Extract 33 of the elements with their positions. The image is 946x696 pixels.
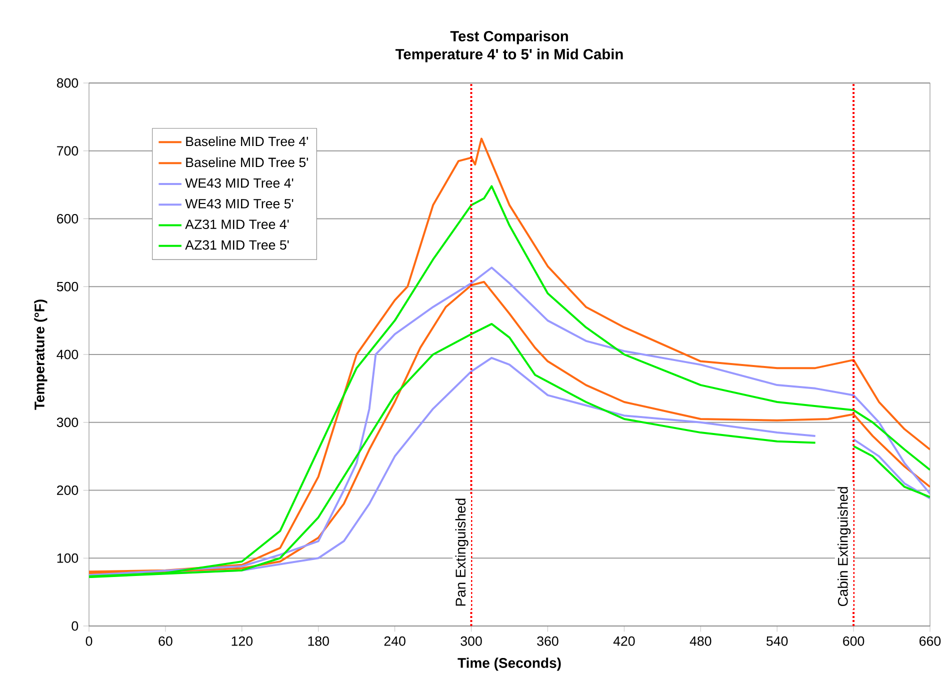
y-tick-label: 600: [57, 214, 78, 224]
x-tick-label: 480: [690, 636, 712, 646]
y-tick-label: 800: [56, 78, 78, 88]
x-tick-label: 660: [920, 636, 941, 646]
legend-label: WE43 MID Tree 5': [185, 198, 294, 208]
legend-label: Baseline MID Tree 5': [186, 157, 308, 168]
y-tick-label: 0: [72, 621, 78, 631]
legend-label: AZ31 MID Tree 5': [185, 240, 289, 250]
x-axis-title: Time (Seconds): [458, 658, 561, 671]
legend-label: AZ31 MID Tree 4': [185, 220, 289, 230]
x-tick-label: 300: [460, 636, 482, 646]
legend-label: Baseline MID Tree 4': [186, 136, 308, 146]
x-tick-label: 180: [308, 636, 329, 646]
x-tick-label: 0: [86, 636, 92, 646]
legend-label: WE43 MID Tree 4': [185, 178, 294, 188]
y-tick-label: 100: [57, 553, 78, 563]
y-tick-label: 200: [57, 486, 78, 495]
ref-line-label: Pan Extinguished: [455, 498, 468, 606]
x-tick-label: 360: [537, 636, 558, 646]
y-tick-label: 500: [56, 282, 78, 292]
x-tick-label: 120: [232, 636, 253, 646]
x-tick-label: 60: [158, 636, 172, 646]
y-axis-title: Temperature (°F): [34, 300, 48, 410]
y-tick-label: 400: [56, 350, 78, 360]
y-tick-label: 300: [56, 418, 78, 428]
x-tick-label: 420: [613, 636, 635, 646]
ref-line-label: Cabin Extinguished: [838, 487, 851, 606]
x-tick-label: 540: [766, 636, 788, 646]
x-tick-label: 600: [843, 636, 864, 646]
x-tick-label: 240: [384, 636, 406, 646]
y-tick-label: 700: [57, 146, 78, 156]
chart-subtitle: Temperature 4' to 5' in Mid Cabin: [395, 48, 623, 62]
chart-title: Test Comparison: [450, 30, 568, 44]
